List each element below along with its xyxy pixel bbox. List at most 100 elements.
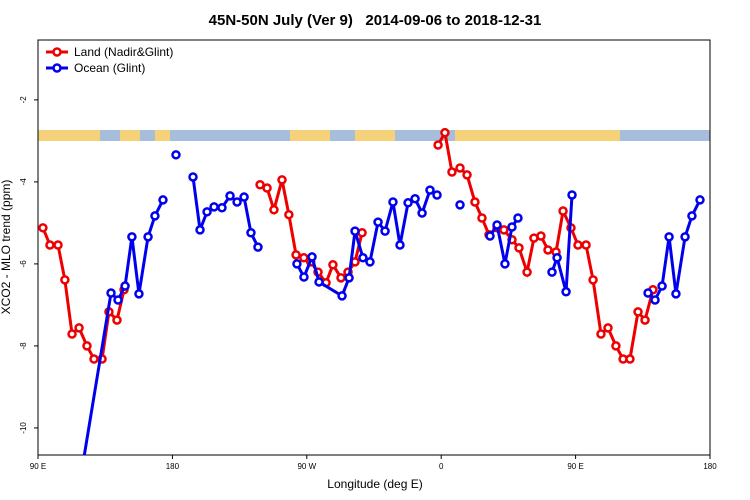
point	[67, 329, 77, 339]
map-strip	[38, 130, 710, 141]
point	[625, 354, 635, 364]
legend-label: Land (Nadir&Glint)	[74, 45, 173, 59]
plot-area	[38, 127, 705, 473]
point	[253, 242, 263, 252]
x-tick-label: 180	[166, 462, 180, 471]
point	[45, 240, 55, 250]
point	[113, 295, 123, 305]
point	[513, 213, 523, 223]
point	[328, 259, 338, 270]
point	[225, 191, 235, 201]
point	[120, 281, 130, 291]
x-tick-label: 90 W	[297, 462, 316, 471]
point	[522, 267, 532, 277]
point	[209, 202, 219, 212]
point	[455, 200, 465, 210]
y-axis-label: XCO2 - MLO trend (ppm)	[0, 180, 13, 315]
point	[403, 198, 413, 208]
point	[507, 222, 517, 232]
point	[395, 240, 405, 250]
point	[671, 289, 681, 299]
point	[514, 243, 524, 253]
point	[299, 272, 309, 282]
x-tick-label: 90 E	[30, 462, 46, 471]
point	[611, 341, 621, 351]
point	[470, 197, 480, 207]
point	[314, 277, 324, 287]
point	[432, 190, 442, 200]
point	[462, 170, 472, 180]
point	[433, 140, 443, 150]
x-tick-label: 0	[439, 462, 444, 471]
x-tick-label: 180	[703, 462, 717, 471]
point	[664, 232, 674, 242]
point	[643, 288, 653, 298]
point	[344, 273, 354, 283]
y-tick-label: -8	[19, 342, 28, 350]
point	[150, 211, 160, 221]
point	[365, 257, 375, 267]
point	[552, 253, 562, 263]
legend-marker	[52, 63, 62, 73]
point	[291, 250, 301, 260]
point	[82, 341, 92, 351]
y-tick-label: -6	[19, 260, 28, 268]
plot-frame	[37, 39, 711, 456]
point	[573, 240, 583, 250]
point	[388, 197, 398, 207]
point	[202, 207, 212, 217]
point	[500, 259, 510, 269]
point	[195, 225, 205, 235]
point	[417, 208, 427, 218]
point	[269, 205, 279, 215]
legend-marker	[52, 47, 62, 57]
point	[284, 209, 294, 220]
point	[485, 231, 495, 241]
point	[60, 275, 70, 285]
point	[38, 223, 48, 233]
point	[143, 232, 153, 242]
point	[78, 466, 85, 473]
point	[239, 192, 249, 202]
point	[188, 172, 198, 182]
point	[171, 150, 181, 160]
point	[567, 190, 577, 200]
point	[246, 227, 256, 238]
point	[640, 315, 650, 325]
y-tick-label: -4	[19, 178, 28, 186]
point	[373, 217, 383, 227]
point	[547, 267, 557, 277]
point	[477, 213, 487, 223]
point	[492, 220, 502, 230]
point	[299, 253, 309, 263]
point	[277, 175, 287, 185]
point	[336, 273, 346, 283]
point	[561, 287, 571, 297]
point	[499, 225, 509, 235]
point	[337, 291, 347, 301]
point	[680, 232, 690, 242]
chart-title: 45N-50N July (Ver 9) 2014-09-06 to 2018-…	[209, 12, 542, 29]
point	[447, 167, 457, 177]
point	[380, 226, 390, 236]
point	[581, 240, 591, 250]
x-axis-label: Longitude (deg E)	[327, 477, 422, 491]
point	[687, 211, 697, 221]
y-tick-label: -2	[19, 96, 28, 104]
point	[262, 183, 272, 193]
point	[217, 202, 227, 213]
point	[440, 127, 450, 138]
point	[232, 197, 242, 207]
point	[255, 180, 265, 190]
point	[158, 195, 168, 205]
point	[695, 195, 705, 205]
point	[536, 231, 546, 241]
point	[558, 206, 568, 216]
point	[543, 245, 553, 255]
point	[112, 315, 122, 325]
point	[350, 226, 360, 236]
point	[292, 259, 302, 269]
point	[127, 232, 137, 242]
point	[358, 253, 368, 263]
